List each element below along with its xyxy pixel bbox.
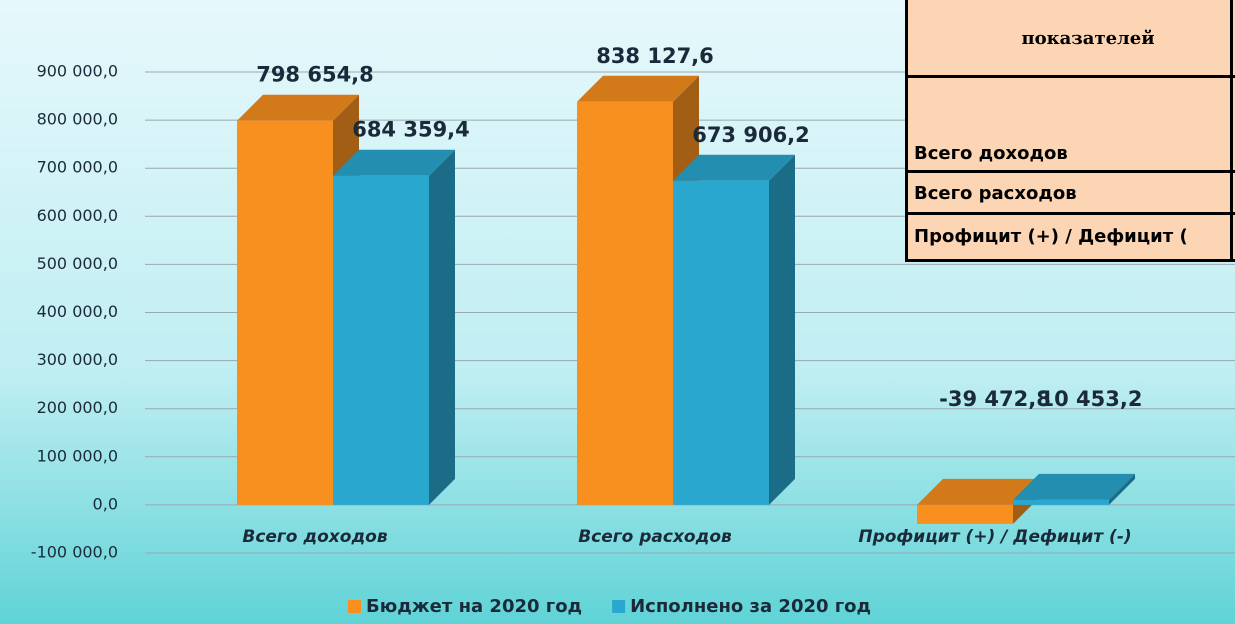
table-cell: Профицит (+) / Дефицит (	[914, 226, 1188, 247]
table-cell: Всего доходов	[908, 78, 1235, 173]
y-tick-label: 500 000,0	[37, 254, 118, 273]
value-label: 10 453,2	[1040, 387, 1143, 411]
y-tick-label: 900 000,0	[37, 62, 118, 81]
bar-side	[769, 154, 795, 505]
y-tick-label: 100 000,0	[37, 446, 118, 465]
bar	[237, 120, 333, 505]
bar-top	[333, 149, 455, 176]
y-tick-label: 600 000,0	[37, 206, 118, 225]
legend-swatch	[612, 600, 626, 613]
legend-label: Бюджет на 2020 год	[366, 596, 582, 617]
y-tick-label: 800 000,0	[37, 110, 118, 129]
value-label: 673 906,2	[692, 123, 810, 147]
table-cell: Всего расходов	[908, 173, 1235, 215]
bar	[577, 101, 673, 505]
x-tick-label: Профицит (+) / Дефицит (-)	[858, 527, 1131, 547]
bar-top	[577, 75, 699, 102]
x-tick-label: Всего расходов	[578, 527, 732, 547]
value-label: -39 472,8	[939, 387, 1051, 411]
y-tick-label: 700 000,0	[37, 158, 118, 177]
bar-top	[237, 94, 359, 121]
table-border	[1230, 0, 1233, 259]
table: показателей Всего доходов Всего расходов…	[905, 0, 1235, 262]
bar-side	[1109, 473, 1135, 505]
bar-top	[1013, 473, 1135, 500]
bar	[333, 175, 429, 505]
y-tick-label: 0,0	[93, 494, 118, 513]
bar-side	[429, 149, 455, 505]
legend-swatch	[348, 600, 361, 613]
bar	[917, 504, 1013, 524]
bar	[1013, 499, 1109, 505]
value-label: 838 127,6	[596, 44, 714, 68]
y-tick-label: 400 000,0	[37, 302, 118, 321]
value-label: 684 359,4	[352, 118, 470, 142]
x-tick-label: Всего доходов	[242, 527, 388, 547]
y-tick-label: -100 000,0	[31, 543, 118, 562]
legend-label: Исполнено за 2020 год	[630, 596, 871, 617]
value-label: 798 654,8	[256, 63, 374, 87]
y-tick-label: 200 000,0	[37, 398, 118, 417]
bar-top	[917, 478, 1039, 505]
bar	[673, 180, 769, 505]
y-tick-label: 300 000,0	[37, 350, 118, 369]
table-header: показателей	[908, 0, 1235, 78]
bar-top	[673, 154, 795, 181]
